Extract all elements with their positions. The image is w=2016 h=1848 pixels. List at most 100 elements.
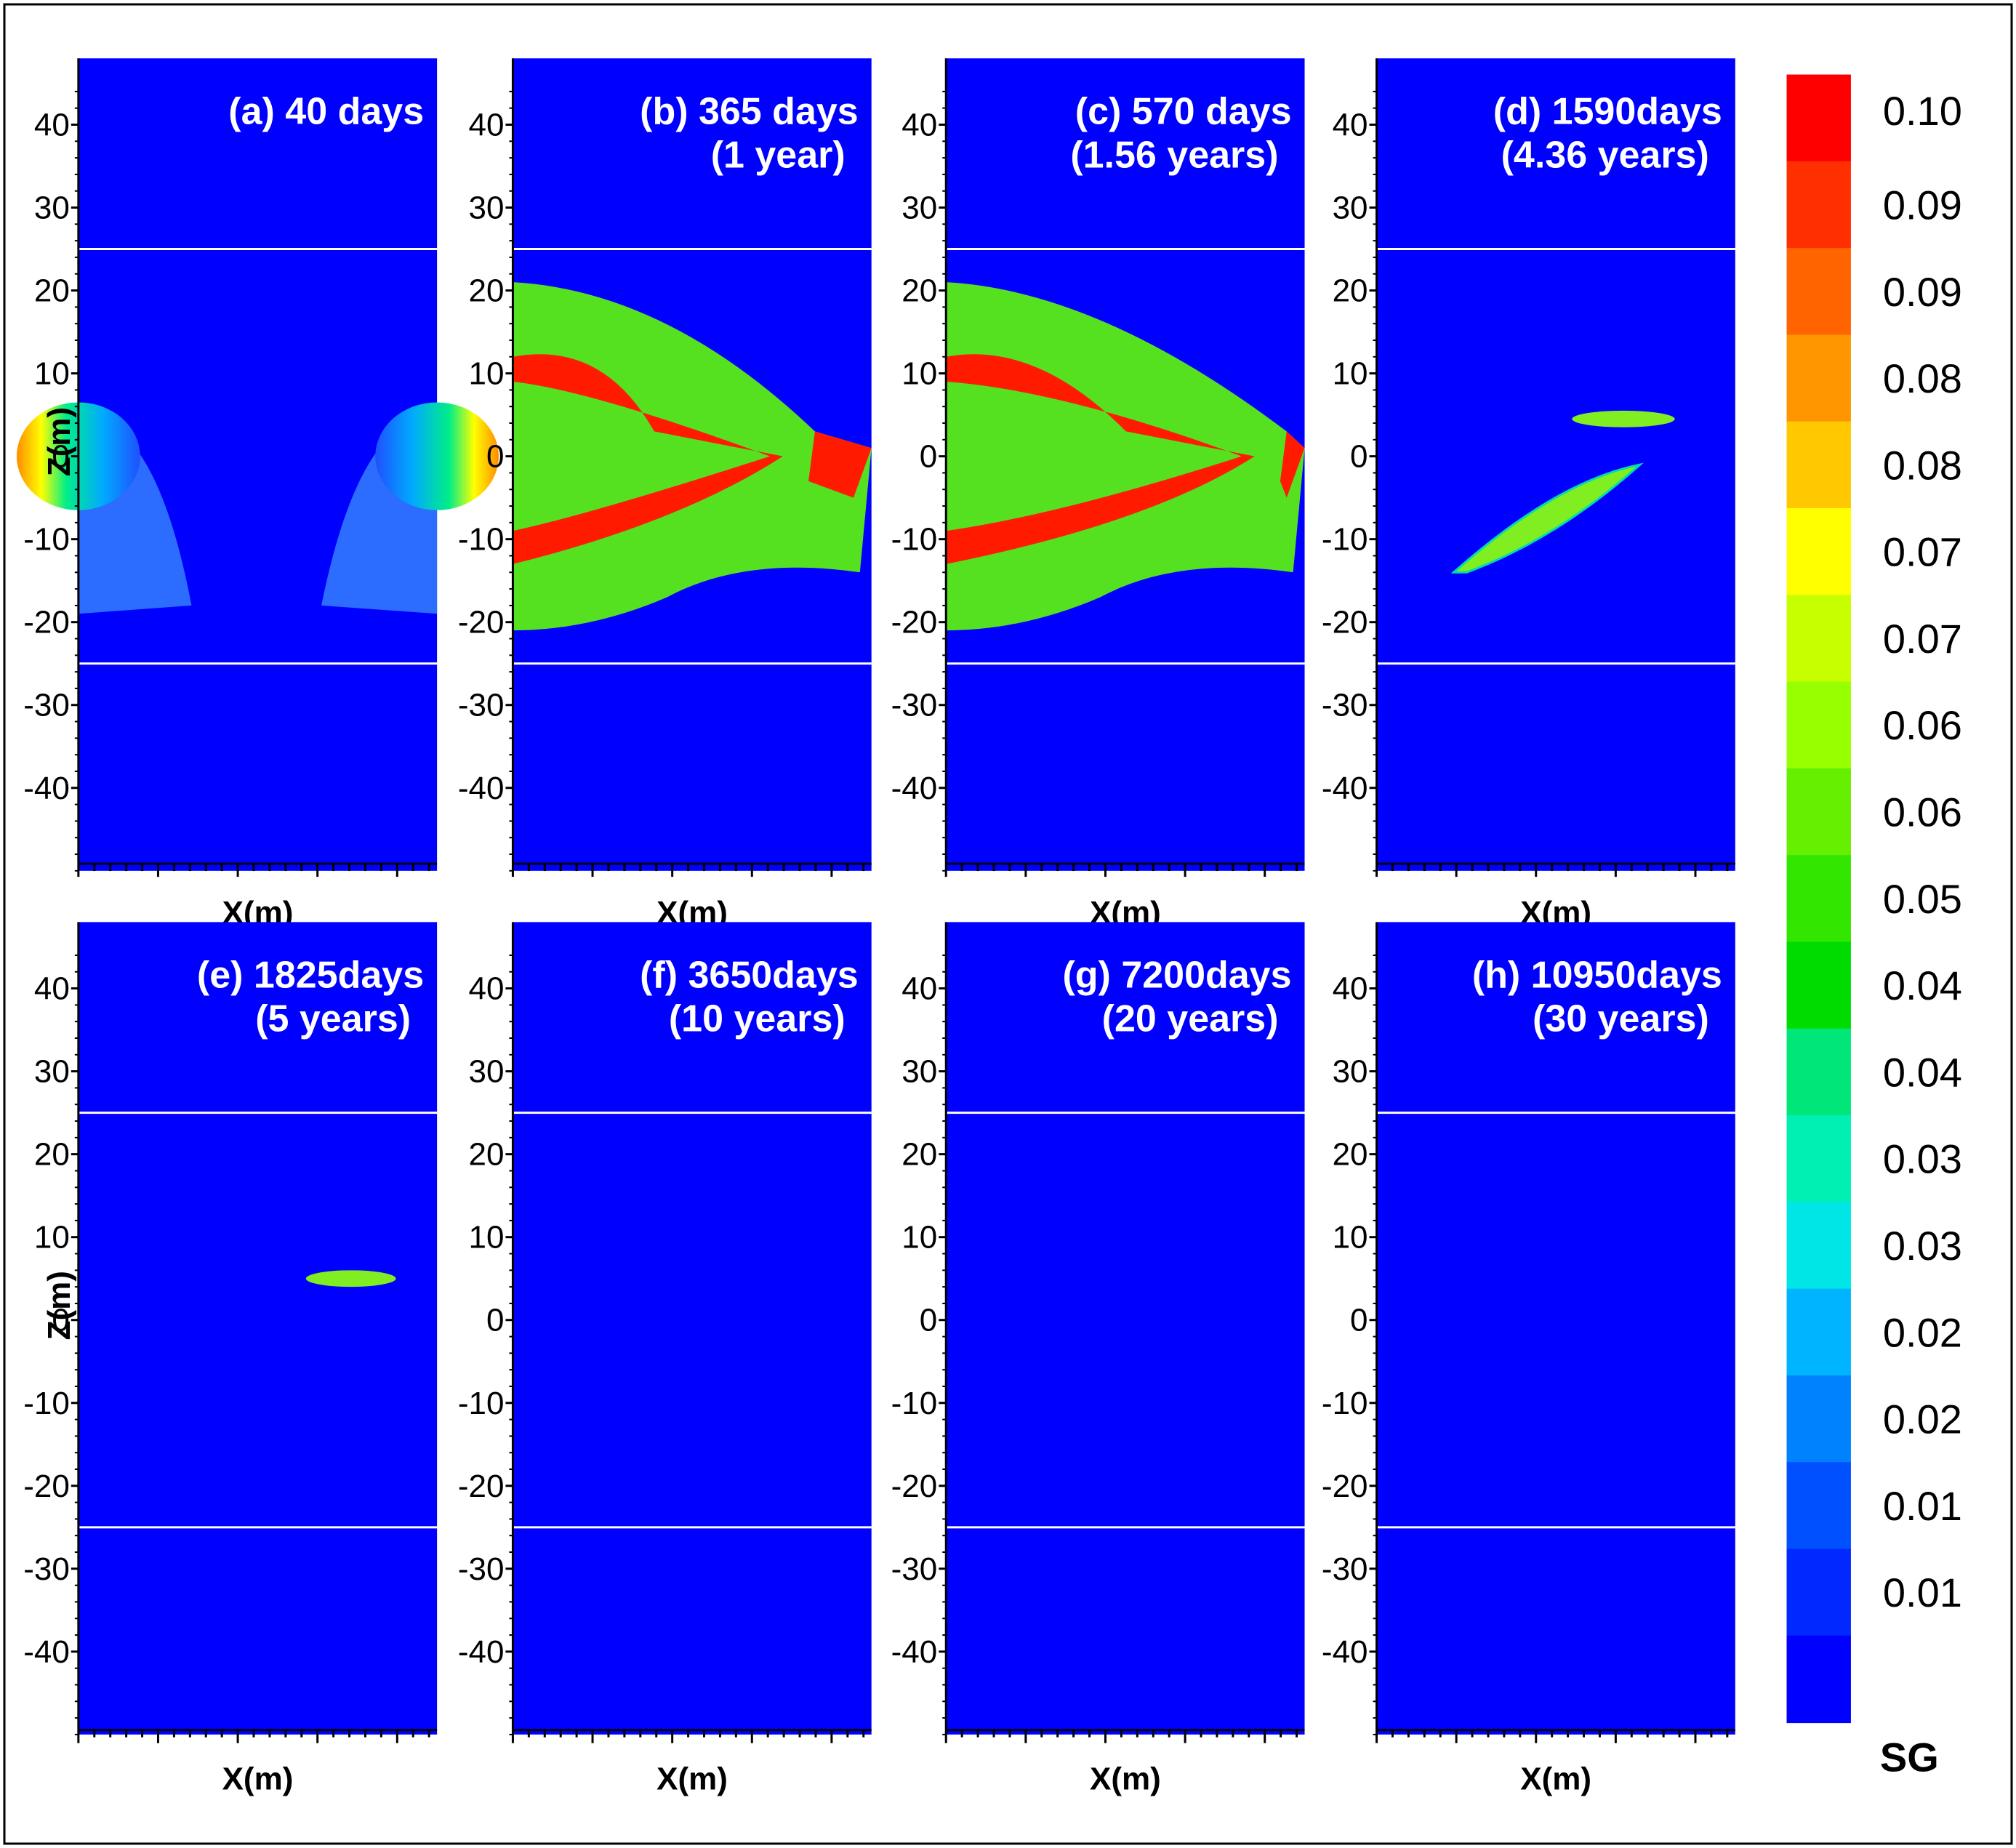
panel-h: (h) 10950days(30 years) 40 30 20 10 0 -10 -20 -3… bbox=[1322, 922, 1735, 1797]
y-tick-label: -40 bbox=[891, 1634, 938, 1670]
y-tick-label: 40 bbox=[34, 971, 70, 1007]
x-axis-title: X(m) bbox=[1090, 1761, 1161, 1797]
y-tick-label: 40 bbox=[468, 971, 504, 1007]
y-tick-label: 20 bbox=[34, 273, 70, 309]
colorbar-label: 0.06 bbox=[1883, 702, 1962, 748]
panel-subtitle: (1 year) bbox=[711, 134, 846, 176]
y-tick-label: -20 bbox=[23, 605, 70, 640]
colorbar-swatch bbox=[1786, 1115, 1851, 1203]
y-tick-label: 40 bbox=[468, 107, 504, 142]
gas-saturation-contours bbox=[1450, 410, 1675, 574]
y-tick-label: -30 bbox=[891, 1551, 938, 1587]
panel-title: (f) 3650days bbox=[640, 954, 859, 996]
y-tick-label: -20 bbox=[458, 605, 505, 640]
y-tick-label: 10 bbox=[901, 1220, 937, 1256]
y-tick-label: 20 bbox=[1333, 1137, 1368, 1173]
colorbar-swatch bbox=[1786, 681, 1851, 769]
y-tick-label: -30 bbox=[23, 1551, 70, 1587]
panel-subtitle: (20 years) bbox=[1102, 997, 1279, 1040]
colorbar-label: 0.04 bbox=[1883, 963, 1962, 1008]
y-tick-label: 0 bbox=[1350, 439, 1368, 475]
panel-subtitle: (10 years) bbox=[669, 997, 846, 1040]
panel-subtitle: (5 years) bbox=[255, 997, 411, 1040]
colorbar-swatch bbox=[1786, 1462, 1851, 1550]
plume-core-band bbox=[946, 354, 1255, 564]
panel-title: (d) 1590days bbox=[1493, 90, 1722, 132]
y-tick-label: 10 bbox=[34, 356, 70, 392]
panel-b: (b) 365 days(1 year) 40 30 20 10 0 -10 -20 -30 -4… bbox=[458, 58, 872, 931]
y-tick-label: -30 bbox=[891, 688, 938, 723]
panel-title: (b) 365 days bbox=[640, 90, 859, 132]
y-tick-label: -40 bbox=[1322, 771, 1368, 806]
colorbar-title: SG bbox=[1880, 1734, 1939, 1780]
y-tick-label: -10 bbox=[458, 522, 505, 558]
y-tick-label: -30 bbox=[23, 688, 70, 723]
y-tick-label: -40 bbox=[891, 771, 938, 806]
y-tick-label: 10 bbox=[1333, 1220, 1368, 1256]
y-tick-label: -20 bbox=[1322, 1469, 1368, 1504]
y-tick-label: -40 bbox=[23, 1634, 70, 1670]
gas-saturation-contours bbox=[946, 282, 1305, 631]
y-tick-label: 0 bbox=[920, 439, 937, 475]
y-tick-label: -30 bbox=[458, 1551, 505, 1587]
colorbar-swatch bbox=[1786, 1202, 1851, 1290]
y-tick-label: 40 bbox=[1333, 107, 1368, 142]
y-tick-label: 20 bbox=[901, 273, 937, 309]
panel-title: (h) 10950days bbox=[1472, 954, 1722, 996]
colorbar-label: 0.01 bbox=[1883, 1570, 1962, 1615]
y-tick-label: 10 bbox=[1333, 356, 1368, 392]
x-axis-title: X(m) bbox=[222, 1761, 294, 1797]
y-tick-label: -20 bbox=[891, 605, 938, 640]
colorbar-swatch bbox=[1786, 1635, 1851, 1724]
panel-background bbox=[78, 922, 438, 1735]
colorbar-swatch bbox=[1786, 1548, 1851, 1636]
colorbar-swatch bbox=[1786, 941, 1851, 1029]
plume-right bbox=[375, 402, 499, 510]
y-tick-label: 30 bbox=[468, 190, 504, 226]
y-tick-label: 40 bbox=[1333, 971, 1368, 1007]
colorbar-swatch bbox=[1786, 161, 1851, 249]
y-tick-label: -40 bbox=[1322, 1634, 1368, 1670]
figure-frame bbox=[3, 3, 2013, 1845]
panel-subtitle: (1.56 years) bbox=[1070, 134, 1278, 176]
gas-saturation-contours bbox=[305, 1270, 396, 1287]
y-tick-label: -40 bbox=[458, 1634, 505, 1670]
y-tick-label: 10 bbox=[468, 1220, 504, 1256]
colorbar-label: 0.10 bbox=[1883, 88, 1962, 134]
panel-e: (e) 1825days(5 years) 40 30 20 10 0 -10 -20 -30 -… bbox=[23, 922, 438, 1797]
panel-background bbox=[1376, 922, 1735, 1735]
colorbar: 0.10 0.09 0.09 0.08 0.08 0.07 0.07 0.06 0.06 0.05… bbox=[1786, 74, 1962, 1780]
colorbar-label: 0.05 bbox=[1883, 876, 1962, 922]
plume-upper bbox=[1572, 410, 1675, 427]
y-tick-label: 30 bbox=[34, 1054, 70, 1090]
y-tick-label: 0 bbox=[1350, 1303, 1368, 1338]
y-tick-label: 20 bbox=[468, 273, 504, 309]
y-tick-label: 20 bbox=[34, 1137, 70, 1173]
colorbar-swatch bbox=[1786, 1375, 1851, 1463]
gas-saturation-contours bbox=[16, 402, 499, 614]
colorbar-swatch bbox=[1786, 508, 1851, 596]
panel-subtitle: (4.36 years) bbox=[1501, 134, 1709, 176]
colorbar-swatch bbox=[1786, 248, 1851, 336]
y-tick-label: -20 bbox=[891, 1469, 938, 1504]
colorbar-swatch bbox=[1786, 421, 1851, 510]
y-tick-label: -10 bbox=[891, 522, 938, 558]
colorbar-label: 0.04 bbox=[1883, 1049, 1962, 1095]
colorbar-label: 0.02 bbox=[1883, 1309, 1962, 1355]
panel-title: (e) 1825days bbox=[197, 954, 424, 996]
colorbar-label: 0.08 bbox=[1883, 355, 1962, 401]
y-tick-label: 0 bbox=[52, 439, 69, 475]
y-tick-label: 40 bbox=[901, 107, 937, 142]
y-tick-label: 0 bbox=[920, 1303, 937, 1338]
y-tick-label: 10 bbox=[901, 356, 937, 392]
colorbar-label: 0.01 bbox=[1883, 1483, 1962, 1529]
colorbar-swatch bbox=[1786, 1288, 1851, 1376]
y-tick-label: -10 bbox=[23, 522, 70, 558]
y-tick-label: 20 bbox=[468, 1137, 504, 1173]
panel-subtitle: (30 years) bbox=[1533, 997, 1709, 1040]
colorbar-swatch bbox=[1786, 595, 1851, 683]
y-tick-label: -10 bbox=[1322, 522, 1368, 558]
y-tick-label: -20 bbox=[23, 1469, 70, 1504]
panel-c: (c) 570 days(1.56 years) 40 30 20 10 0 -10 -20 -… bbox=[891, 58, 1305, 931]
